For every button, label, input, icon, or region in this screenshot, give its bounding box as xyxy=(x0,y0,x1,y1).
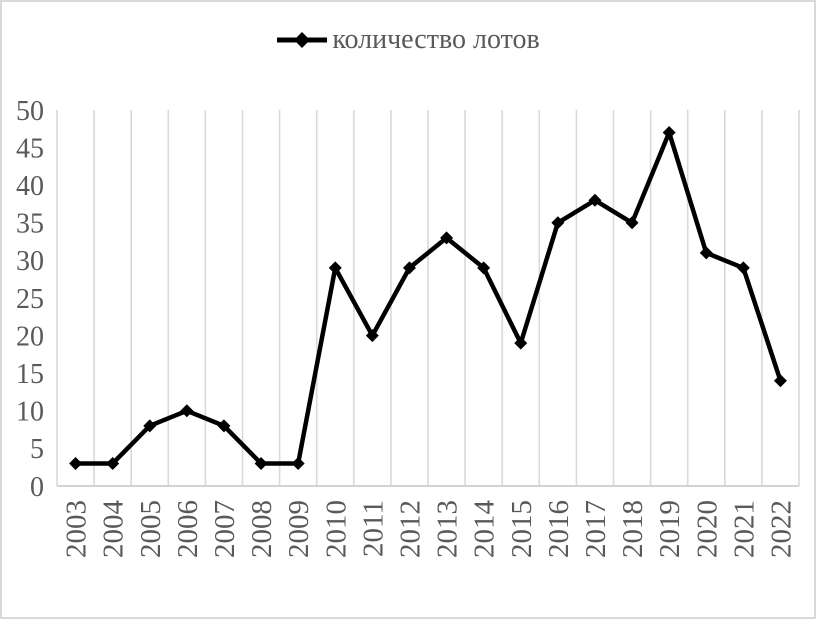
data-point-marker xyxy=(736,261,750,275)
y-axis-tick-label: 15 xyxy=(16,359,44,390)
data-point-marker xyxy=(625,216,639,230)
data-point-marker xyxy=(514,336,528,350)
data-point-marker xyxy=(477,261,491,275)
x-axis-tick-label: 2005 xyxy=(135,500,167,558)
data-point-marker xyxy=(180,404,194,418)
x-axis-tick-label: 2018 xyxy=(617,500,649,558)
x-axis-tick-label: 2017 xyxy=(580,500,612,558)
x-axis-tick-label: 2022 xyxy=(765,500,797,558)
data-point-marker xyxy=(69,456,83,470)
data-point-marker xyxy=(699,246,713,260)
x-axis-tick-label: 2010 xyxy=(320,500,352,558)
x-axis-tick-label: 2016 xyxy=(543,500,575,558)
y-axis-tick-label: 50 xyxy=(16,96,44,127)
data-point-marker xyxy=(440,231,454,245)
data-point-marker xyxy=(217,419,231,433)
y-axis-tick-label: 5 xyxy=(30,434,44,465)
series-line xyxy=(73,130,783,466)
data-point-marker xyxy=(328,261,342,275)
y-axis-tick-label: 25 xyxy=(16,284,44,315)
x-axis-tick-label: 2007 xyxy=(209,500,241,558)
y-axis-tick-label: 40 xyxy=(16,171,44,202)
y-axis-tick-label: 30 xyxy=(16,246,44,277)
x-axis-tick-label: 2021 xyxy=(728,500,760,558)
x-axis-tick-label: 2011 xyxy=(357,500,389,557)
x-axis-tick-label: 2014 xyxy=(469,500,501,559)
x-axis-tick-label: 2008 xyxy=(246,500,278,558)
x-axis-tick-label: 2013 xyxy=(432,500,464,558)
x-axis-tick-label: 2006 xyxy=(172,500,204,558)
data-point-marker xyxy=(662,126,676,140)
x-axis-tick-label: 2004 xyxy=(98,500,130,559)
data-point-marker xyxy=(773,374,787,388)
y-axis-tick-label: 10 xyxy=(16,397,44,428)
data-point-marker xyxy=(143,419,157,433)
y-axis-tick-label: 45 xyxy=(16,133,44,164)
data-point-marker xyxy=(291,456,305,470)
data-point-marker xyxy=(365,329,379,343)
data-point-marker xyxy=(402,261,416,275)
y-axis-tick-label: 35 xyxy=(16,209,44,240)
x-axis-tick-label: 2019 xyxy=(654,500,686,558)
x-axis-tick-label: 2009 xyxy=(283,500,315,558)
x-axis-tick-label: 2012 xyxy=(394,500,426,558)
data-point-marker xyxy=(551,216,565,230)
data-point-marker xyxy=(588,193,602,207)
x-axis-tick-label: 2020 xyxy=(691,500,723,558)
y-axis-tick-label: 20 xyxy=(16,321,44,352)
x-axis-tick-label: 2015 xyxy=(506,500,538,558)
x-axis-tick-label: 2003 xyxy=(61,500,93,558)
y-axis-tick-label: 0 xyxy=(30,472,44,503)
data-point-marker xyxy=(106,456,120,470)
